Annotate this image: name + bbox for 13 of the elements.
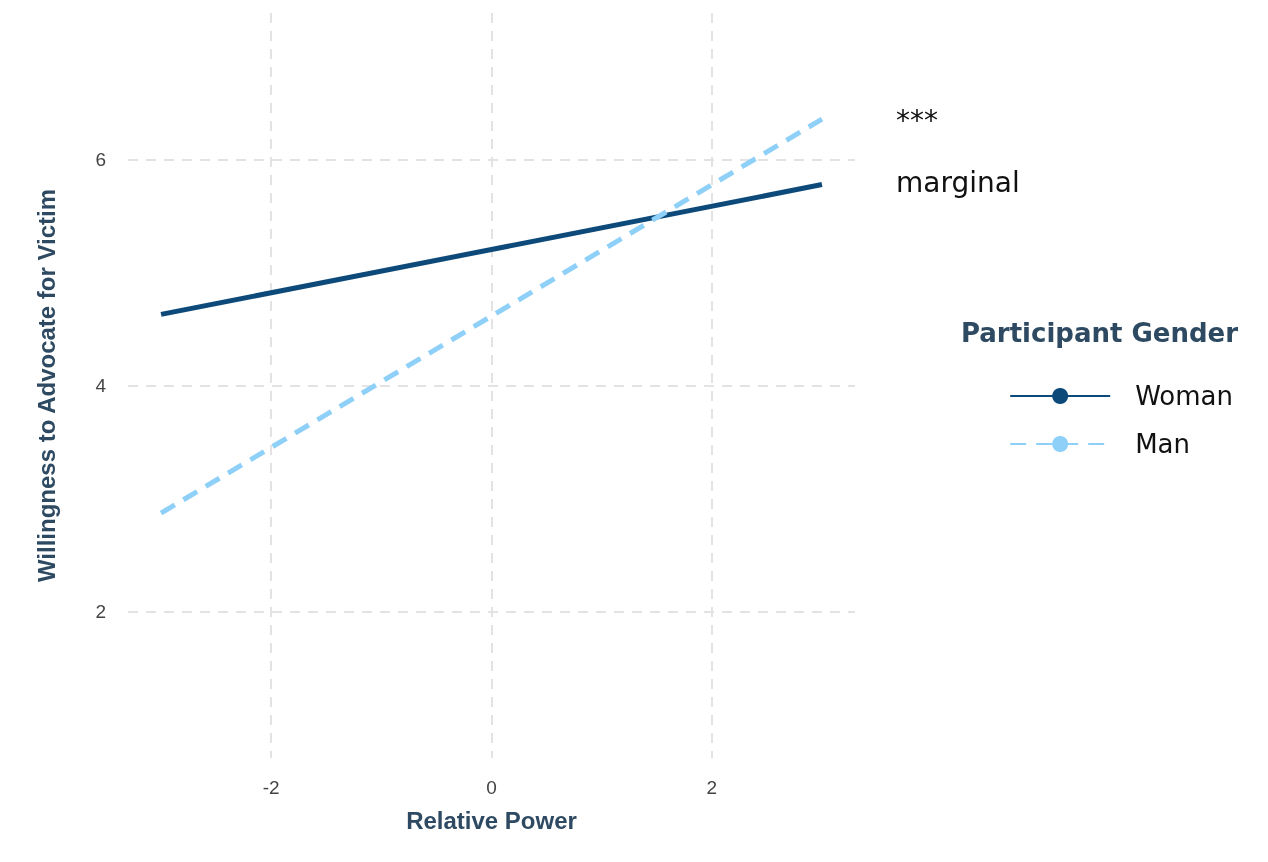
- legend-title: Participant Gender: [960, 318, 1239, 348]
- y-tick-label: 2: [95, 600, 106, 622]
- legend-label: Man: [1135, 429, 1191, 459]
- y-tick-label: 4: [95, 375, 107, 396]
- text: ***: [896, 103, 938, 137]
- x-tick-label: 2: [706, 777, 718, 798]
- legend-label: Woman: [1135, 381, 1234, 411]
- x-axis-title: Relative Power: [406, 806, 577, 834]
- x-tick-label: -2: [262, 777, 280, 798]
- x-tick-label: 0: [486, 777, 497, 798]
- y-tick-label: 6: [95, 149, 106, 171]
- text: marginal: [896, 165, 1020, 199]
- y-axis-title: Willingness to Advocate for Victim: [32, 188, 60, 583]
